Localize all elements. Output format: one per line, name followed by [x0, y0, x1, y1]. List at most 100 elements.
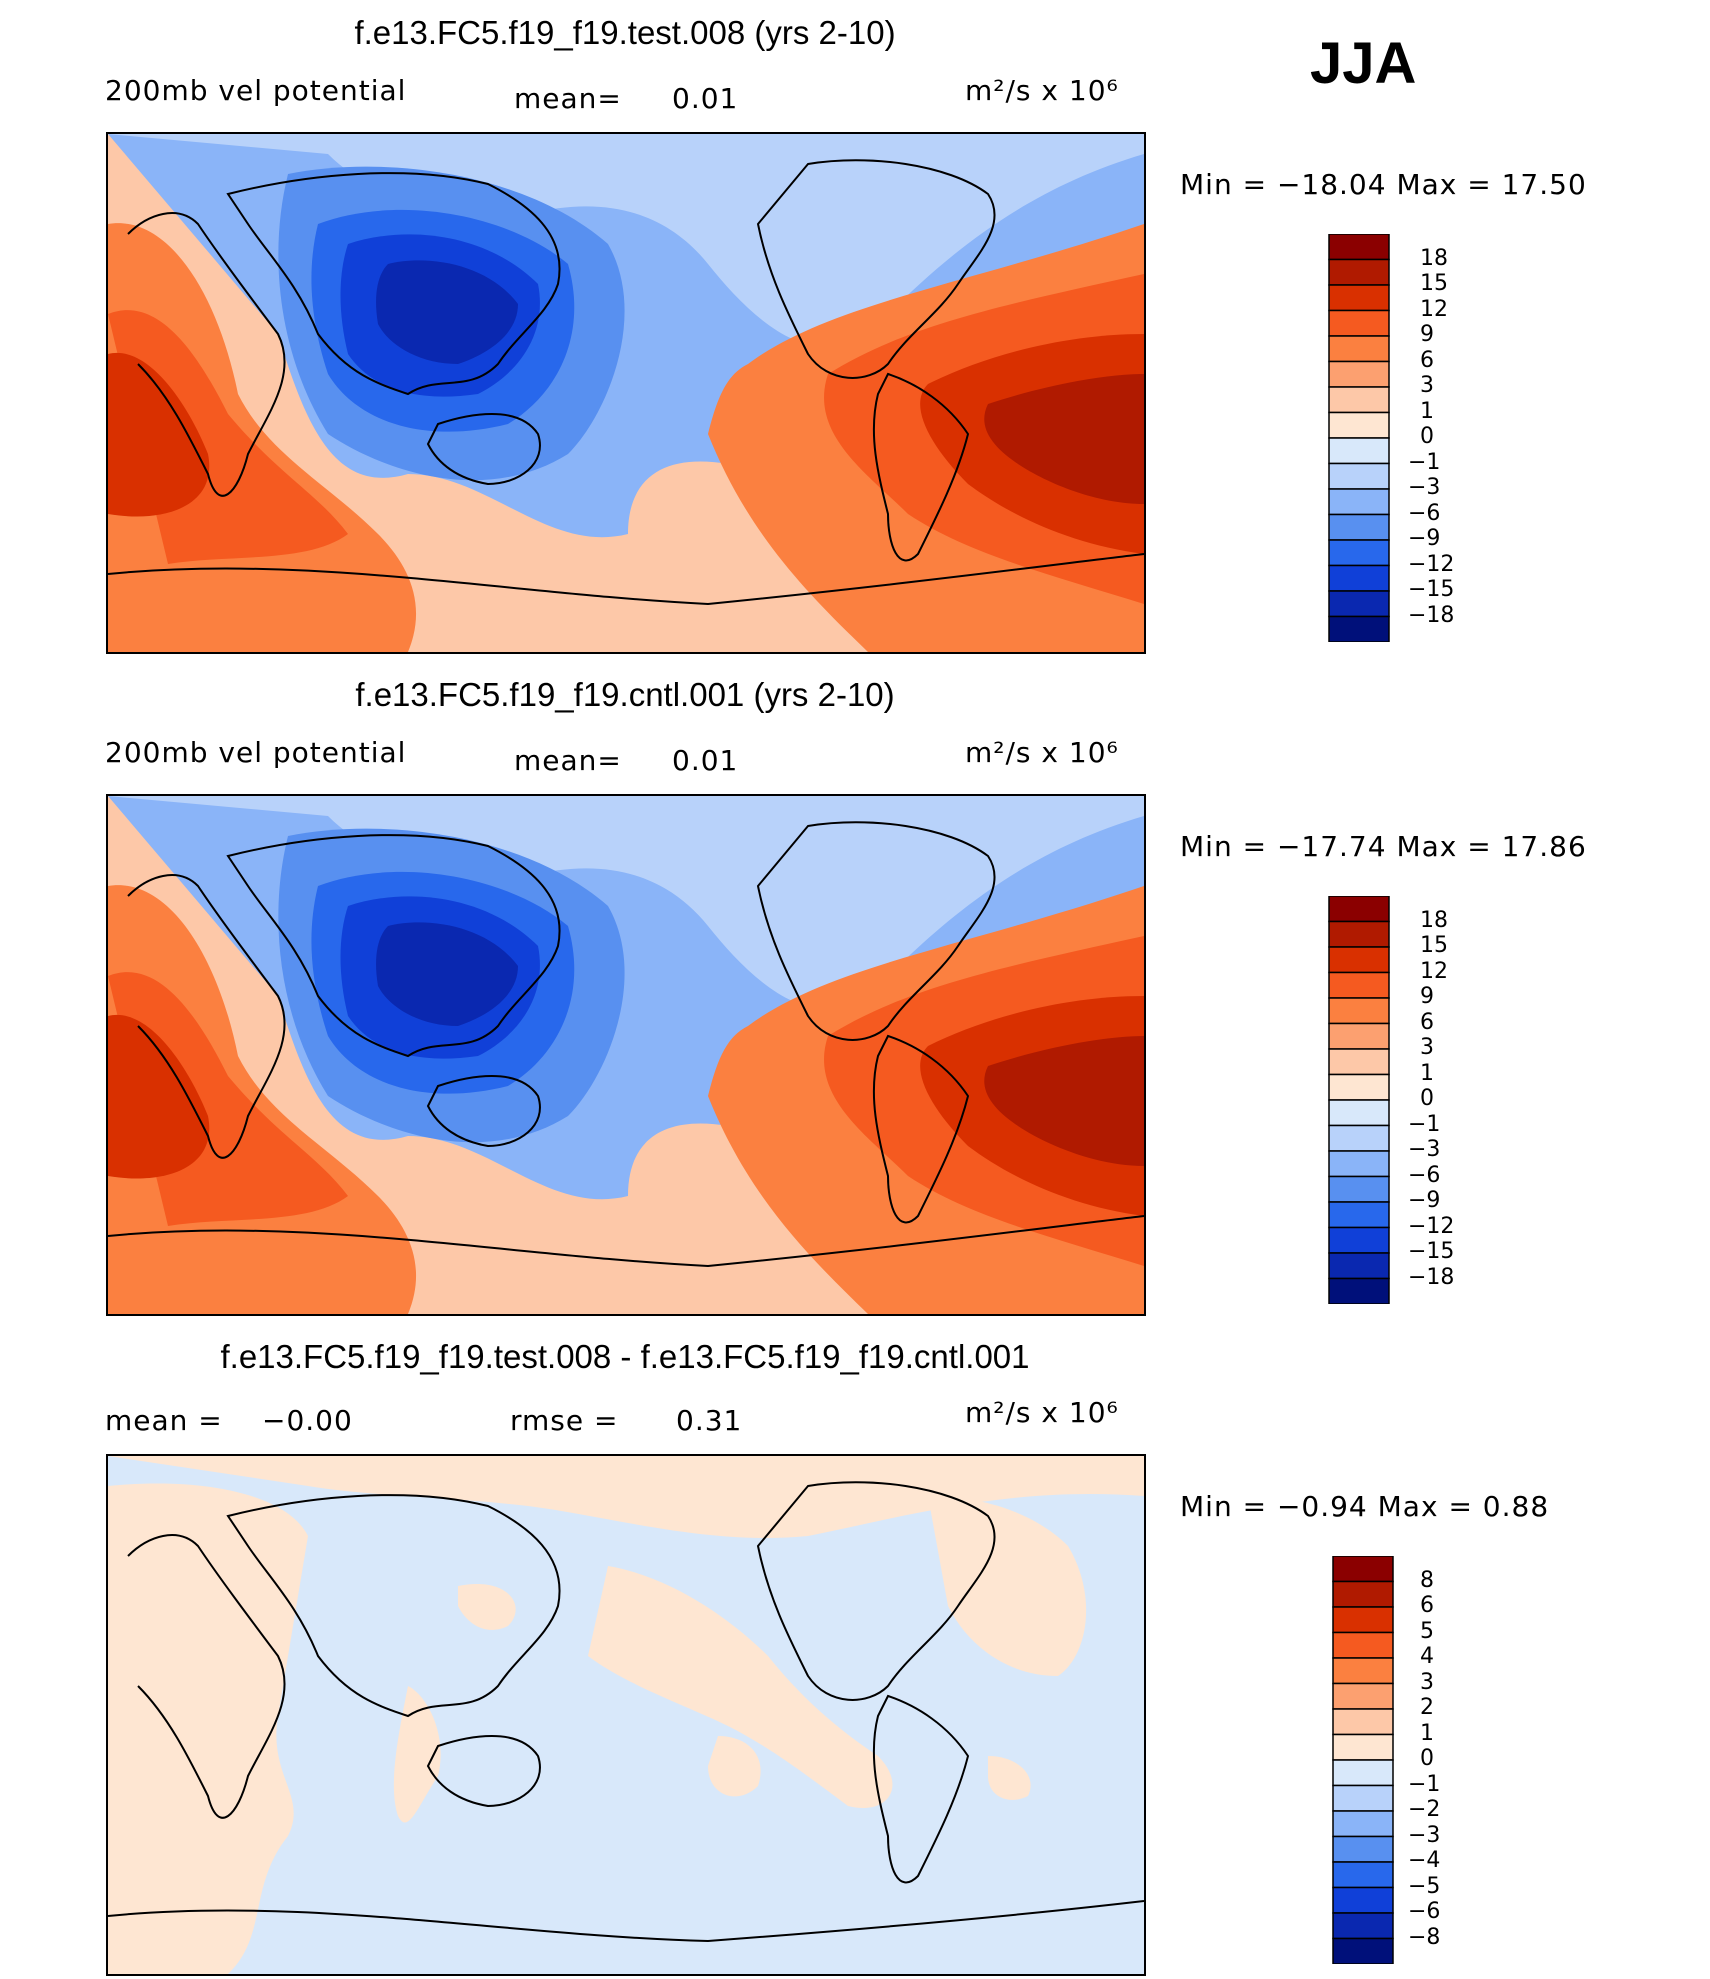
colorbar-swatch [1332, 1912, 1394, 1940]
panel-1-colorbar [1328, 233, 1390, 643]
colorbar-tick-label: 12 [1420, 296, 1448, 322]
colorbar-swatch [1332, 1555, 1394, 1583]
panel-2-mean-label: mean= [514, 744, 622, 777]
colorbar-swatch [1328, 1022, 1390, 1050]
colorbar-swatch [1332, 1580, 1394, 1608]
colorbar-tick-label: 2 [1420, 1695, 1434, 1720]
colorbar-swatch [1332, 1606, 1394, 1634]
colorbar-tick-label: −5 [1408, 1873, 1441, 1899]
colorbar-tick-label: −12 [1408, 1213, 1455, 1239]
colorbar-tick-label: −15 [1408, 1239, 1455, 1264]
colorbar-swatch [1328, 411, 1390, 439]
panel-1-title: f.e13.FC5.f19_f19.test.008 (yrs 2-10) [354, 14, 896, 51]
colorbar-swatch [1328, 284, 1390, 312]
colorbar-swatch [1328, 1048, 1390, 1076]
colorbar-tick-label: −3 [1408, 475, 1441, 500]
colorbar-swatch [1328, 309, 1390, 337]
panel-3-colorbar [1332, 1555, 1394, 1965]
panel-3-minmax: Min = −0.94 Max = 0.88 [1180, 1490, 1550, 1523]
colorbar-tick-label: −6 [1408, 500, 1441, 526]
colorbar-tick-label: 15 [1420, 271, 1448, 296]
colorbar-swatch [1332, 1810, 1394, 1838]
colorbar-swatch [1328, 1226, 1390, 1254]
panel-1-units: m²/s x 10⁶ [965, 74, 1119, 107]
panel-3-title: f.e13.FC5.f19_f19.test.008 - f.e13.FC5.f… [220, 1338, 1030, 1375]
colorbar-tick-label: −4 [1408, 1848, 1441, 1873]
panel-3-mean-value: −0.00 [262, 1404, 353, 1437]
colorbar-tick-label: 18 [1420, 245, 1448, 271]
colorbar-swatch [1328, 513, 1390, 541]
colorbar-swatch [1332, 1861, 1394, 1889]
colorbar-tick-label: −9 [1408, 526, 1441, 551]
colorbar-swatch [1332, 1886, 1394, 1914]
colorbar-swatch [1328, 895, 1390, 923]
colorbar-tick-label: 12 [1420, 958, 1448, 984]
colorbar-swatch [1332, 1937, 1394, 1965]
panel-1-map [106, 132, 1146, 654]
colorbar-tick-label: −1 [1408, 1111, 1441, 1137]
colorbar-tick-label: 1 [1420, 1060, 1434, 1086]
colorbar-swatch [1328, 1099, 1390, 1127]
colorbar-tick-label: 1 [1420, 398, 1434, 424]
colorbar-swatch [1328, 386, 1390, 414]
colorbar-tick-label: −18 [1408, 602, 1455, 628]
colorbar-tick-label: 3 [1420, 373, 1434, 398]
panel-2-variable-label: 200mb vel potential [105, 736, 407, 769]
colorbar-tick-label: −3 [1408, 1137, 1441, 1162]
colorbar-swatch [1328, 920, 1390, 948]
panel-1-mean-label: mean= [514, 82, 622, 115]
colorbar-swatch [1328, 971, 1390, 999]
panel-3-mean-label: mean = [105, 1404, 223, 1437]
panel-2-colorbar-swatches [1328, 895, 1390, 1305]
panel-3-units: m²/s x 10⁶ [965, 1396, 1119, 1429]
colorbar-tick-label: 1 [1420, 1720, 1434, 1746]
colorbar-tick-label: 6 [1420, 1593, 1434, 1618]
colorbar-tick-label: 0 [1420, 1746, 1434, 1771]
colorbar-swatch [1328, 335, 1390, 363]
colorbar-tick-label: −9 [1408, 1188, 1441, 1213]
colorbar-swatch [1328, 233, 1390, 261]
colorbar-swatch [1328, 1277, 1390, 1305]
panel-2-map [106, 794, 1146, 1316]
colorbar-swatch [1328, 437, 1390, 465]
panel-2-colorbar [1328, 895, 1390, 1305]
panel-3-rmse-value: 0.31 [676, 1404, 743, 1437]
colorbar-swatch [1328, 1150, 1390, 1178]
colorbar-swatch [1332, 1759, 1394, 1787]
panel-1-minmax: Min = −18.04 Max = 17.50 [1180, 168, 1587, 201]
colorbar-swatch [1328, 1124, 1390, 1152]
colorbar-swatch [1328, 1201, 1390, 1229]
colorbar-tick-label: 0 [1420, 424, 1434, 449]
panel-3-colorbar-ticks: 8 6 5 4 3 2 1 0 −1 −2 −3 −4 −5 −6 −8 [1408, 1556, 1488, 1964]
panel-3-rmse-label: rmse = [510, 1404, 619, 1437]
colorbar-swatch [1328, 946, 1390, 974]
colorbar-swatch [1332, 1784, 1394, 1812]
colorbar-swatch [1328, 1175, 1390, 1203]
colorbar-tick-label: 15 [1420, 933, 1448, 958]
colorbar-swatch [1328, 564, 1390, 592]
colorbar-tick-label: 8 [1420, 1567, 1434, 1593]
colorbar-tick-label: 3 [1420, 1669, 1434, 1695]
colorbar-tick-label: 6 [1420, 347, 1434, 373]
panel-1-variable-label: 200mb vel potential [105, 74, 407, 107]
panel-2-mean-value: 0.01 [672, 744, 739, 777]
colorbar-tick-label: −15 [1408, 577, 1455, 602]
panel-1-colorbar-swatches [1328, 233, 1390, 643]
colorbar-tick-label: 4 [1420, 1644, 1434, 1669]
panel-2-units: m²/s x 10⁶ [965, 736, 1119, 769]
colorbar-swatch [1328, 997, 1390, 1025]
colorbar-swatch [1328, 539, 1390, 567]
colorbar-swatch [1328, 1073, 1390, 1101]
colorbar-swatch [1332, 1631, 1394, 1659]
colorbar-tick-label: 6 [1420, 1009, 1434, 1035]
colorbar-tick-label: −1 [1408, 1771, 1441, 1797]
panel-3-map [106, 1454, 1146, 1976]
colorbar-tick-label: −1 [1408, 449, 1441, 475]
colorbar-tick-label: 9 [1420, 322, 1434, 347]
colorbar-swatch [1332, 1835, 1394, 1863]
colorbar-swatch [1328, 1252, 1390, 1280]
colorbar-swatch [1328, 462, 1390, 490]
colorbar-tick-label: 18 [1420, 907, 1448, 933]
colorbar-swatch [1328, 258, 1390, 286]
colorbar-swatch [1332, 1682, 1394, 1710]
